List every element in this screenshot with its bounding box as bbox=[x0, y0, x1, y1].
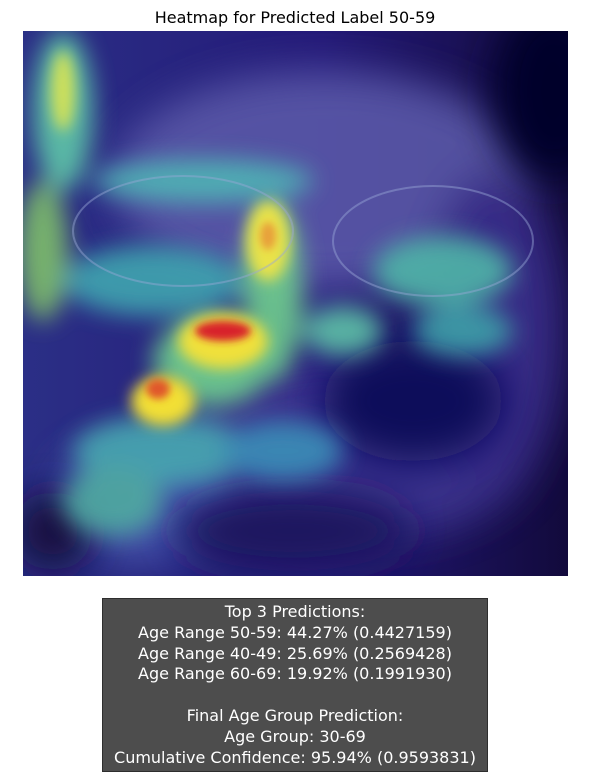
final-age-group: Age Group: 30-69 bbox=[224, 726, 366, 746]
top3-header: Top 3 Predictions: bbox=[224, 602, 366, 621]
prediction-line-1: Age Range 50-59: 44.27% (0.4427159) bbox=[138, 622, 452, 642]
final-confidence: Cumulative Confidence: 95.94% (0.9593831… bbox=[114, 747, 476, 767]
heatmap-canvas bbox=[23, 31, 568, 576]
prediction-line-2: Age Range 40-49: 25.69% (0.2569428) bbox=[138, 643, 452, 663]
prediction-summary-box: Top 3 Predictions: Age Range 50-59: 44.2… bbox=[102, 598, 488, 772]
prediction-line-3: Age Range 60-69: 19.92% (0.1991930) bbox=[138, 664, 452, 684]
blank-line bbox=[103, 685, 487, 706]
heatmap-image bbox=[23, 31, 568, 576]
final-header: Final Age Group Prediction: bbox=[186, 705, 404, 725]
figure-title: Heatmap for Predicted Label 50-59 bbox=[154, 8, 436, 27]
